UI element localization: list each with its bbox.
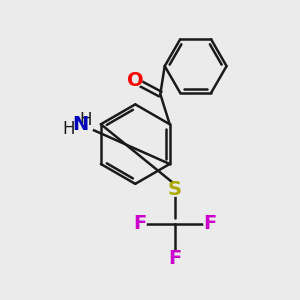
Text: N: N (73, 116, 89, 134)
Text: S: S (168, 180, 182, 199)
Circle shape (169, 183, 182, 196)
Text: F: F (168, 249, 182, 268)
Text: O: O (127, 71, 144, 90)
Circle shape (204, 217, 217, 230)
Text: H: H (80, 111, 92, 129)
Text: F: F (204, 214, 217, 233)
Text: H: H (62, 119, 75, 137)
Circle shape (133, 217, 146, 230)
Text: F: F (133, 214, 146, 233)
Circle shape (129, 74, 142, 87)
Circle shape (68, 112, 93, 137)
Circle shape (169, 253, 182, 266)
